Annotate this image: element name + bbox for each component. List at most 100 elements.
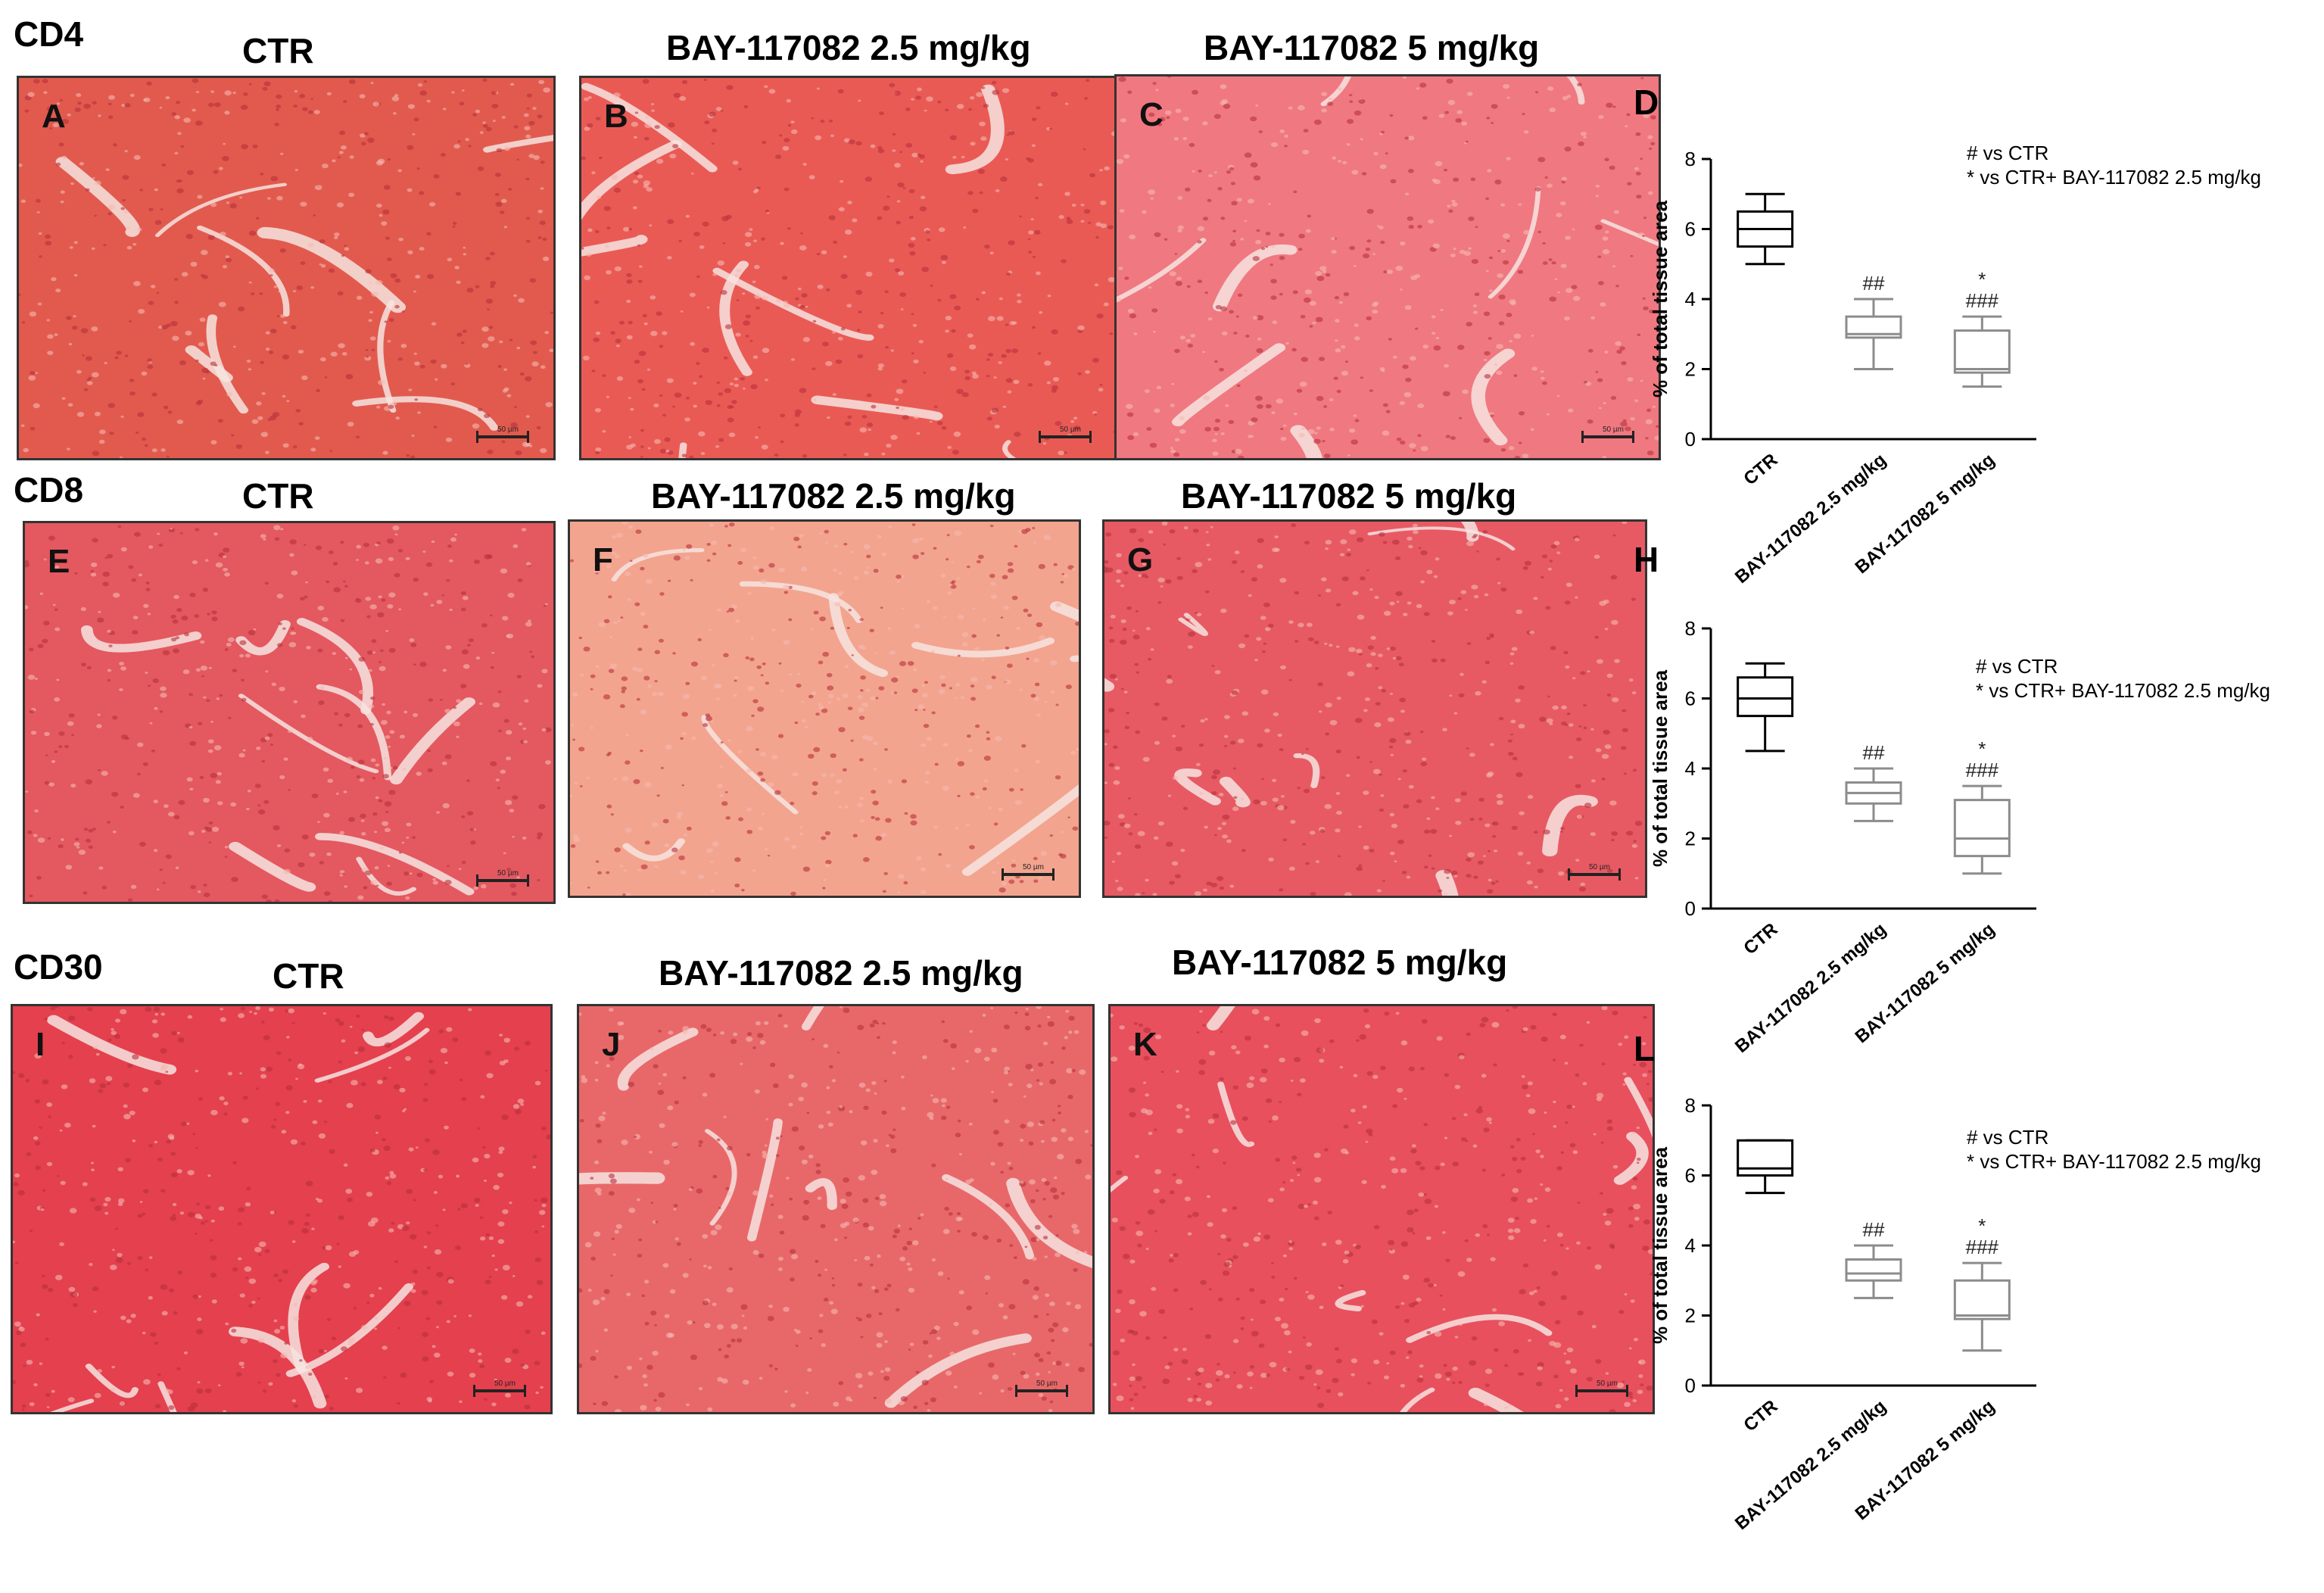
cell-dot — [852, 218, 858, 223]
cell-dot — [161, 325, 168, 330]
cell-dot — [749, 228, 753, 231]
cell-dot — [824, 1268, 827, 1271]
cell-dot — [178, 800, 185, 806]
cell-dot — [1446, 877, 1450, 879]
cell-dot — [1008, 879, 1015, 884]
cell-dot — [1145, 878, 1149, 882]
cell-dot — [177, 1037, 185, 1043]
cell-dot — [721, 801, 728, 806]
cell-dot — [1260, 247, 1266, 251]
cell-dot — [966, 734, 971, 738]
cell-dot — [1307, 637, 1314, 642]
cell-dot — [886, 195, 890, 198]
cell-dot — [826, 1086, 830, 1090]
cell-dot — [1424, 829, 1431, 834]
cell-dot — [825, 288, 830, 291]
cell-dot — [1572, 677, 1576, 680]
cell-dot — [1522, 454, 1529, 458]
cell-dot — [843, 542, 848, 546]
cell-dot — [1435, 807, 1440, 811]
cell-dot — [267, 197, 271, 200]
cell-dot — [117, 1167, 123, 1172]
cell-dot — [767, 782, 774, 787]
cell-dot — [1204, 718, 1208, 721]
cell-dot — [1012, 1352, 1016, 1355]
cell-dot — [928, 1354, 933, 1358]
cell-dot — [1134, 844, 1142, 849]
cell-dot — [1146, 427, 1152, 431]
cell-dot — [112, 592, 120, 598]
cell-dot — [1335, 828, 1341, 833]
cell-dot — [671, 1142, 678, 1147]
cell-dot — [1498, 321, 1505, 326]
cell-dot — [192, 108, 196, 112]
cell-dot — [681, 731, 687, 736]
cell-dot — [1517, 270, 1524, 274]
cell-dot — [481, 343, 489, 348]
cell-dot — [658, 1082, 662, 1085]
cell-dot — [244, 1266, 252, 1272]
cell-dot — [1434, 1165, 1441, 1171]
cell-dot — [1039, 1082, 1043, 1086]
cell-dot — [336, 1242, 340, 1245]
cell-dot — [132, 616, 139, 620]
cell-dot — [715, 107, 722, 111]
cell-dot — [840, 1006, 843, 1008]
cell-dot — [1159, 1199, 1166, 1204]
cell-dot — [1493, 1063, 1497, 1067]
cell-dot — [1321, 92, 1328, 97]
cell-dot — [1370, 652, 1376, 656]
cell-dot — [889, 650, 896, 655]
cell-dot — [428, 201, 436, 207]
cell-dot — [1109, 638, 1115, 643]
stroma-streak — [1400, 1387, 1435, 1412]
cell-dot — [880, 833, 886, 837]
cell-dot — [774, 790, 781, 795]
cell-dot — [1451, 1117, 1456, 1121]
cell-dot — [1207, 1222, 1213, 1227]
cell-dot — [961, 392, 969, 397]
cell-dot — [813, 610, 819, 615]
cell-dot — [990, 1161, 995, 1166]
cell-dot — [1011, 595, 1018, 600]
cell-dot — [1584, 803, 1592, 808]
cell-dot — [77, 101, 83, 105]
cell-dot — [724, 388, 732, 394]
cell-dot — [691, 736, 696, 740]
cell-dot — [614, 554, 620, 559]
cell-dot — [177, 132, 182, 136]
stroma-streak — [154, 182, 287, 238]
cell-dot — [201, 675, 204, 678]
cell-dot — [1335, 339, 1338, 342]
cell-dot — [769, 526, 775, 531]
cell-dot — [382, 1345, 388, 1350]
cell-dot — [160, 1048, 167, 1054]
cell-dot — [461, 89, 465, 92]
cell-dot — [1319, 1058, 1325, 1063]
cell-dot — [970, 792, 975, 796]
cell-dot — [169, 1136, 175, 1140]
cell-dot — [590, 1256, 596, 1261]
cell-dot — [871, 815, 875, 819]
cell-dot — [289, 631, 295, 635]
cell-dot — [1176, 1070, 1179, 1073]
cell-dot — [210, 1219, 215, 1223]
cell-dot — [1337, 87, 1342, 91]
cell-dot — [1356, 866, 1363, 871]
cell-dot — [190, 261, 198, 267]
cell-dot — [709, 523, 714, 527]
cell-dot — [25, 562, 30, 568]
cell-dot — [834, 790, 840, 795]
cell-dot — [1389, 114, 1394, 117]
cell-dot — [1637, 1389, 1643, 1395]
cell-dot — [1443, 1364, 1447, 1367]
cell-dot — [444, 754, 452, 759]
cell-dot — [1066, 1301, 1071, 1306]
cell-dot — [132, 1054, 139, 1060]
cell-dot — [1553, 541, 1560, 546]
cell-dot — [94, 180, 101, 185]
cell-dot — [235, 1372, 242, 1377]
cell-dot — [1129, 1330, 1135, 1333]
cell-dot — [642, 313, 647, 318]
cell-dot — [1244, 634, 1250, 638]
